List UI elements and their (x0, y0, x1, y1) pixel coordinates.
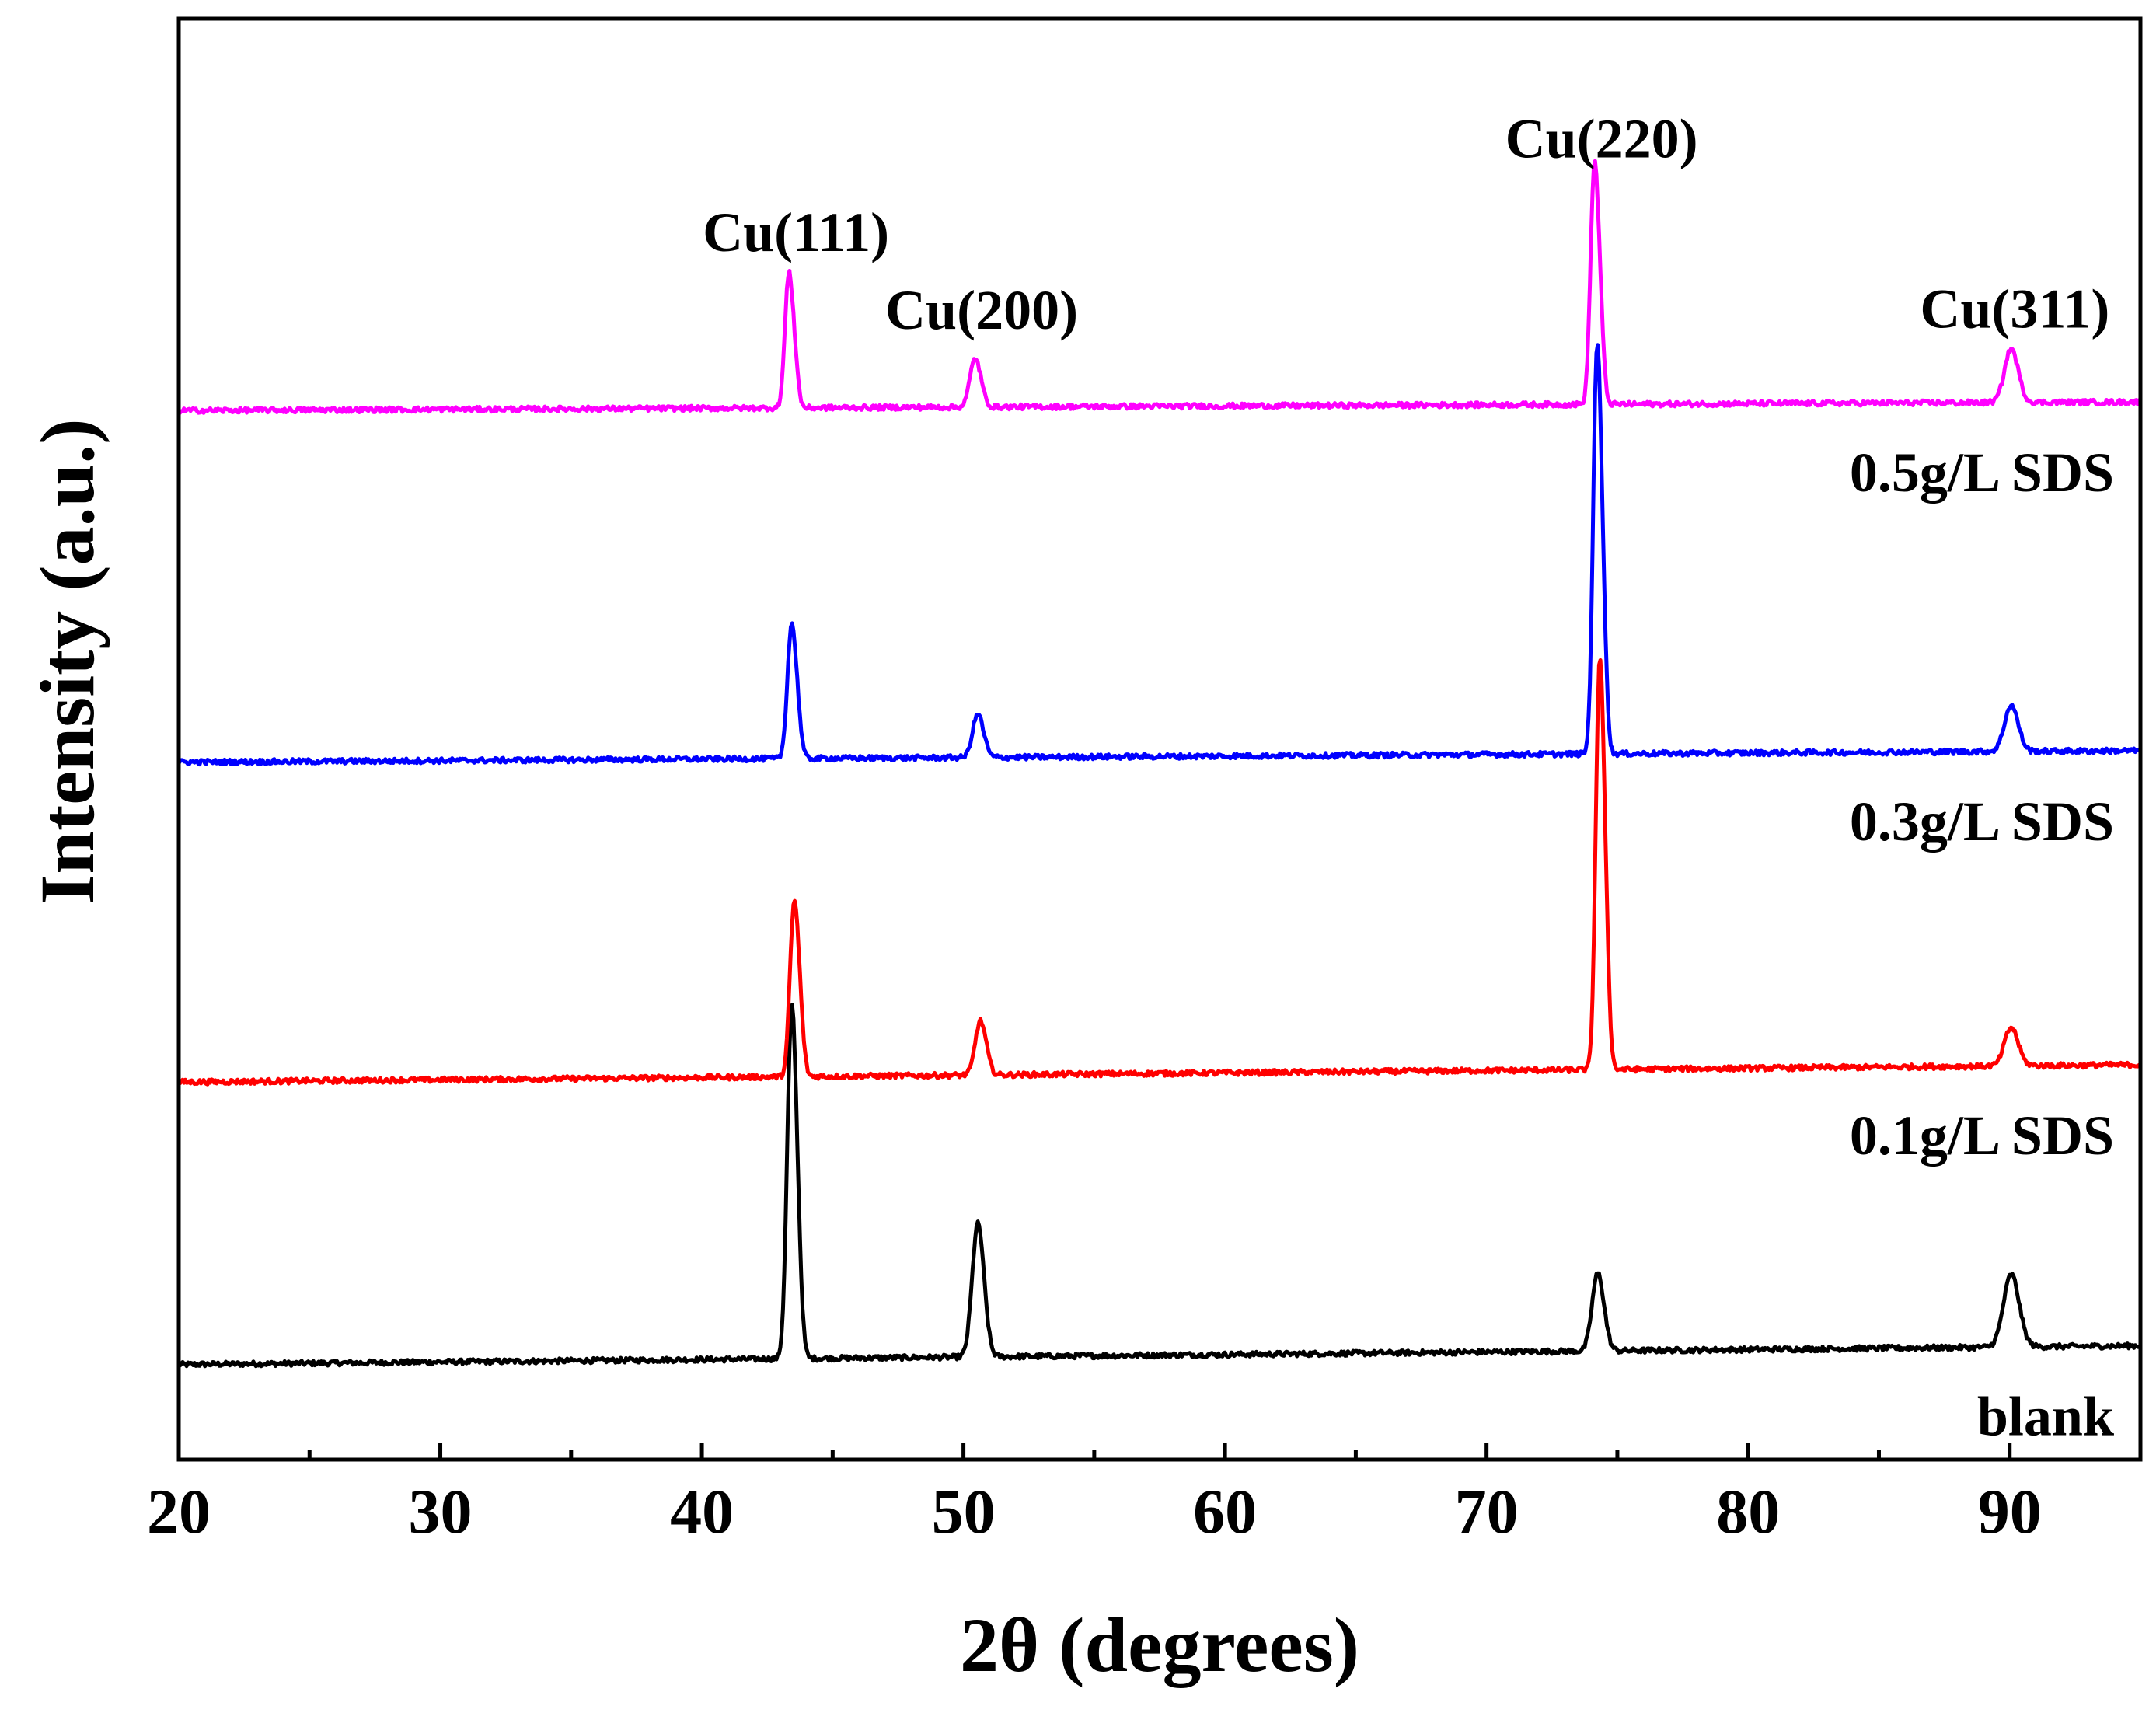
series-line-0-1g-l-sds (176, 658, 2142, 1087)
x-tick-label: 80 (1716, 1476, 1780, 1547)
peak-label-cu-311: Cu(311) (1920, 277, 2109, 340)
plot-frame (176, 16, 2143, 1462)
x-tick-label: 60 (1193, 1476, 1257, 1547)
series-line-blank (176, 1003, 2141, 1369)
series-label-0-1g-l-sds: 0.1g/L SDS (1850, 1104, 2114, 1167)
x-tick-label: 20 (147, 1476, 211, 1547)
x-tick-label: 30 (409, 1476, 473, 1547)
series-label-blank: blank (1977, 1386, 2114, 1448)
y-axis-title: Intensity (a.u.) (24, 418, 110, 904)
x-axis-title: 2θ (degrees) (960, 1602, 1359, 1688)
peak-label-cu-220: Cu(220) (1505, 108, 1698, 170)
x-tick-label: 40 (670, 1476, 734, 1547)
series-label-0-3g-l-sds: 0.3g/L SDS (1850, 790, 2114, 853)
annotation-layer: blank 0.1g/L SDS 0.3g/L SDS 0.5g/L SDS Cu(11… (703, 108, 2114, 1448)
series-layer (176, 159, 2143, 1369)
x-tick-label: 70 (1455, 1476, 1519, 1547)
x-tick-label: 90 (1978, 1476, 2042, 1547)
series-line-0-3g-l-sds (176, 343, 2143, 767)
x-axis-ticks: 20 30 40 50 60 70 80 90 (147, 1443, 2143, 1547)
series-line-0-5g-l-sds (176, 159, 2143, 415)
x-tick-label: 50 (932, 1476, 996, 1547)
peak-label-cu-111: Cu(111) (703, 201, 889, 263)
series-label-0-5g-l-sds: 0.5g/L SDS (1850, 441, 2114, 504)
peak-label-cu-200: Cu(200) (885, 279, 1078, 341)
